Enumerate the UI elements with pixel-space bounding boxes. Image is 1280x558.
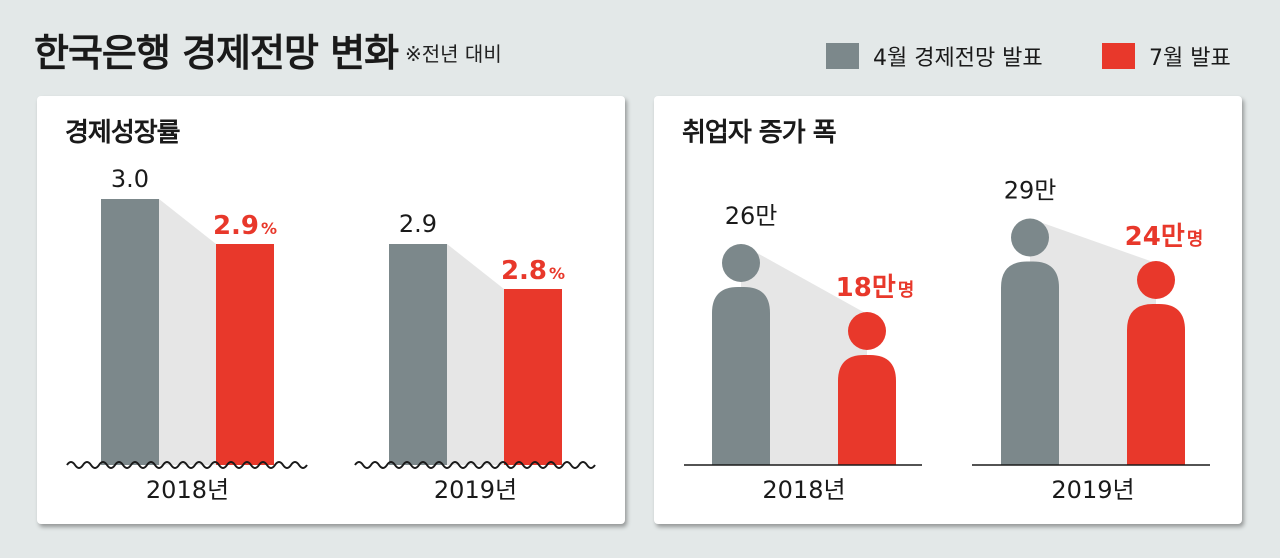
figure-april-1-head [1011, 218, 1049, 257]
axis-break-1 [354, 461, 596, 469]
value-label-april-0: 3.0 [111, 165, 149, 193]
value-label-emp-july-1: 24만 명 [1125, 222, 1204, 252]
legend-item-april: 4월 경제전망 발표 [826, 40, 1043, 72]
value-label-emp-july-1-value: 24만 [1125, 222, 1185, 252]
value-label-emp-july-1-unit: 명 [1187, 229, 1204, 250]
axis-break-0 [66, 461, 308, 469]
employment-panel-title: 취업자 증가 폭 [682, 118, 837, 148]
employment-panel: 취업자 증가 폭 26만 18만 명 2018년 29만 24만 명 2019년 [654, 96, 1242, 524]
legend-label-july: 7월 발표 [1149, 46, 1231, 71]
value-label-april-1: 2.9 [399, 210, 437, 238]
legend-swatch-july [1102, 43, 1135, 69]
legend-item-july: 7월 발표 [1102, 40, 1231, 72]
legend-swatch-april [826, 43, 859, 69]
value-label-emp-july-0: 18만 명 [836, 273, 915, 303]
category-label-emp-1: 2019년 [1051, 476, 1134, 504]
connector-band-emp-0 [741, 244, 867, 465]
bar-april-1 [389, 244, 447, 465]
value-label-emp-april-1: 29만 [1004, 177, 1057, 205]
connector-band-1 [447, 244, 504, 465]
category-label-1: 2019년 [434, 476, 517, 504]
page-subtitle: ※전년 대비 [405, 42, 502, 66]
figure-july-1-body [1127, 304, 1185, 465]
value-label-july-0: 2.9% [213, 211, 277, 241]
figure-july-1-head [1137, 261, 1175, 299]
growth-panel: 경제성장률 3.0 2.9% 2018년 2.9 2.8% 2019년 [37, 96, 625, 524]
figure-april-0-body [712, 287, 770, 465]
header: 한국은행 경제전망 변화 ※전년 대비 4월 경제전망 발표 7월 발표 [0, 0, 1280, 88]
bar-july-1 [504, 289, 562, 465]
figure-july-0-head [848, 312, 886, 350]
value-label-july-1-value: 2.8 [501, 256, 547, 286]
page-title: 한국은행 경제전망 변화 [34, 31, 399, 75]
growth-chart: 3.0 2.9 % 2018년 2.9 2.8 % 2019년 [66, 165, 596, 504]
category-label-0: 2018년 [146, 476, 229, 504]
legend-label-april: 4월 경제전망 발표 [873, 46, 1043, 71]
category-label-emp-0: 2018년 [762, 476, 845, 504]
figure-april-0-head [722, 244, 760, 282]
figure-july-0-body [838, 355, 896, 465]
connector-band-0 [159, 199, 216, 465]
value-label-july-1: 2.8% [501, 256, 565, 286]
value-label-emp-july-0-unit: 명 [898, 280, 915, 301]
figure-april-1-body [1001, 261, 1059, 465]
connector-band-emp-1 [1030, 218, 1156, 465]
bar-july-0 [216, 244, 274, 465]
growth-panel-title: 경제성장률 [65, 118, 181, 148]
value-label-emp-april-0: 26만 [725, 202, 778, 230]
value-label-emp-july-0-value: 18만 [836, 273, 896, 303]
value-label-july-0-unit: % [261, 219, 277, 238]
value-label-july-1-unit: % [549, 264, 565, 283]
bar-april-0 [101, 199, 159, 465]
value-label-july-0-value: 2.9 [213, 211, 259, 241]
